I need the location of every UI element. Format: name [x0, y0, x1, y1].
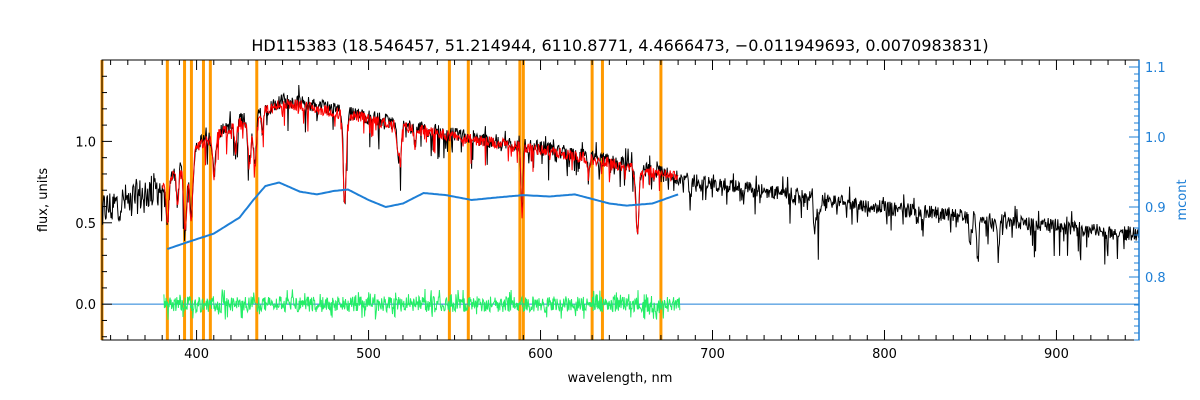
y-right-tick-label: 0.8 — [1145, 271, 1166, 286]
observed-spectrum-line — [101, 84, 1139, 265]
y-right-tick-label: 0.9 — [1145, 201, 1166, 216]
y-axis-right: 0.8 0.9 1.0 1.1 — [1129, 60, 1166, 341]
x-tick-label: 500 — [356, 347, 381, 362]
y-axis: 0.0 0.5 1.0 — [75, 75, 112, 338]
x-tick-label: 400 — [184, 347, 209, 362]
mask-lines — [100, 60, 663, 340]
x-tick-label: 600 — [528, 347, 553, 362]
x-axis-label: wavelength, nm — [568, 371, 673, 386]
y-right-tick-label: 1.1 — [1145, 61, 1166, 76]
x-tick-label: 800 — [872, 347, 897, 362]
series-layer — [101, 84, 1139, 320]
continuum-line — [166, 181, 679, 250]
y-tick-label: 0.5 — [75, 217, 96, 232]
y-tick-label: 0.0 — [75, 298, 96, 313]
x-axis: 400 500 600 700 800 900 — [110, 60, 1126, 362]
model-spectrum-line — [161, 99, 679, 235]
y-right-tick-label: 1.0 — [1145, 131, 1166, 146]
x-tick-label: 700 — [700, 347, 725, 362]
residuals-line — [163, 288, 681, 320]
x-tick-label: 900 — [1044, 347, 1069, 362]
y-axis-label: flux, units — [36, 168, 51, 233]
chart-title: HD115383 (18.546457, 51.214944, 6110.877… — [251, 36, 988, 55]
y-tick-label: 1.0 — [75, 135, 96, 150]
y-axis-right-label: mcont — [1175, 179, 1190, 220]
